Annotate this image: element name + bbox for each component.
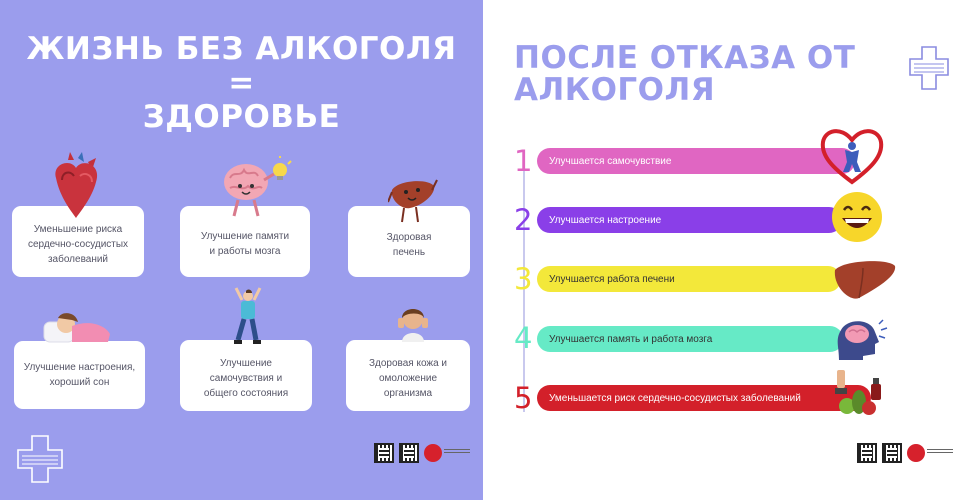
- step-number-1: 1: [514, 144, 533, 178]
- smiley-face-icon: [832, 192, 882, 242]
- card-brain-line2: и работы мозга: [209, 245, 281, 257]
- card-heart-line3: заболеваний: [47, 254, 109, 265]
- card-liver-line2: печень: [392, 246, 426, 258]
- qr-code-4[interactable]: [882, 443, 902, 463]
- partner-logo: [424, 444, 442, 462]
- partner-caption: [444, 449, 470, 459]
- card-brain: Улучшение памяти и работы мозга: [180, 206, 310, 277]
- brain-head-icon: [837, 319, 888, 360]
- right-title: ПОСЛЕ ОТКАЗА ОТ АЛКОГОЛЯ: [514, 42, 855, 106]
- card-sleep: Улучшение настроения, хороший сон: [14, 341, 145, 409]
- card-wellbeing-line3: общего состояния: [203, 388, 289, 399]
- card-wellbeing-line1: Улучшение: [220, 358, 272, 369]
- step-label-3: Улучшается работа печени: [549, 273, 675, 285]
- step-bar-4: Улучшается память и работа мозга: [537, 326, 843, 352]
- step-number-2: 2: [514, 203, 533, 237]
- left-panel: ЖИЗНЬ БЕЗ АЛКОГОЛЯ = ЗДОРОВЬЕ Уменьшение…: [0, 0, 483, 500]
- card-wellbeing-line2: самочувствия и: [209, 373, 283, 384]
- heart-organ-icon: [55, 152, 98, 218]
- step-number-4: 4: [514, 321, 533, 355]
- card-skin-line2: омоложение: [378, 373, 438, 384]
- card-wellbeing: Улучшение самочувствия и общего состояни…: [180, 340, 312, 411]
- qr-code-2[interactable]: [399, 443, 419, 463]
- timeline-line: [523, 150, 525, 412]
- card-skin-line1: Здоровая кожа и: [368, 358, 448, 369]
- step-label-5: Уменьшается риск сердечно-сосудистых заб…: [549, 392, 801, 404]
- heart-person-icon: [820, 129, 884, 185]
- card-brain-line1: Улучшение памяти: [200, 230, 290, 242]
- right-panel: ПОСЛЕ ОТКАЗА ОТ АЛКОГОЛЯ 1 Улучшается са…: [483, 0, 965, 500]
- card-heart: Уменьшение риска сердечно-сосудистых заб…: [12, 206, 144, 277]
- brain-icon: [224, 156, 292, 217]
- partner-caption-right: [927, 449, 953, 459]
- step-label-1: Улучшается самочувствие: [549, 155, 672, 167]
- card-heart-line1: Уменьшение риска: [33, 224, 123, 235]
- step-label-2: Улучшается настроение: [549, 214, 662, 226]
- step-bar-2: Улучшается настроение: [537, 207, 842, 233]
- organization-logo-right: [909, 46, 949, 90]
- step-bar-1: Улучшается самочувствие: [537, 148, 855, 174]
- organization-logo-left: [17, 435, 63, 483]
- left-title-line2: =: [228, 65, 255, 101]
- qr-code-3[interactable]: [857, 443, 877, 463]
- qr-code-1[interactable]: [374, 443, 394, 463]
- card-sleep-line2: хороший сон: [49, 377, 110, 388]
- skincare-person-icon: [398, 309, 428, 342]
- jumping-person-icon: [234, 287, 262, 344]
- sleeping-person-icon: [43, 313, 110, 343]
- left-title-line1: ЖИЗНЬ БЕЗ АЛКОГОЛЯ: [26, 31, 457, 67]
- liver-icon: [388, 179, 438, 223]
- card-liver: Здоровая печень: [348, 206, 470, 277]
- right-title-line1: ПОСЛЕ ОТКАЗА ОТ: [514, 40, 856, 76]
- liver-icon: [834, 261, 896, 299]
- left-title: ЖИЗНЬ БЕЗ АЛКОГОЛЯ = ЗДОРОВЬЕ: [0, 32, 483, 134]
- partner-logo-right: [907, 444, 925, 462]
- step-label-4: Улучшается память и работа мозга: [549, 333, 713, 345]
- healthy-food-icon: [835, 370, 881, 415]
- step-bar-3: Улучшается работа печени: [537, 266, 841, 292]
- card-liver-line1: Здоровая: [386, 231, 432, 243]
- card-skin: Здоровая кожа и омоложение организма: [346, 340, 470, 411]
- card-heart-line2: сердечно-сосудистых: [27, 239, 129, 250]
- step-number-3: 3: [514, 262, 533, 296]
- card-skin-line3: организма: [383, 388, 433, 399]
- left-title-line3: ЗДОРОВЬЕ: [142, 99, 341, 135]
- step-bar-5: Уменьшается риск сердечно-сосудистых заб…: [537, 385, 871, 411]
- right-title-line2: АЛКОГОЛЯ: [514, 72, 716, 108]
- step-number-5: 5: [514, 381, 533, 415]
- card-sleep-line1: Улучшение настроения,: [23, 362, 136, 373]
